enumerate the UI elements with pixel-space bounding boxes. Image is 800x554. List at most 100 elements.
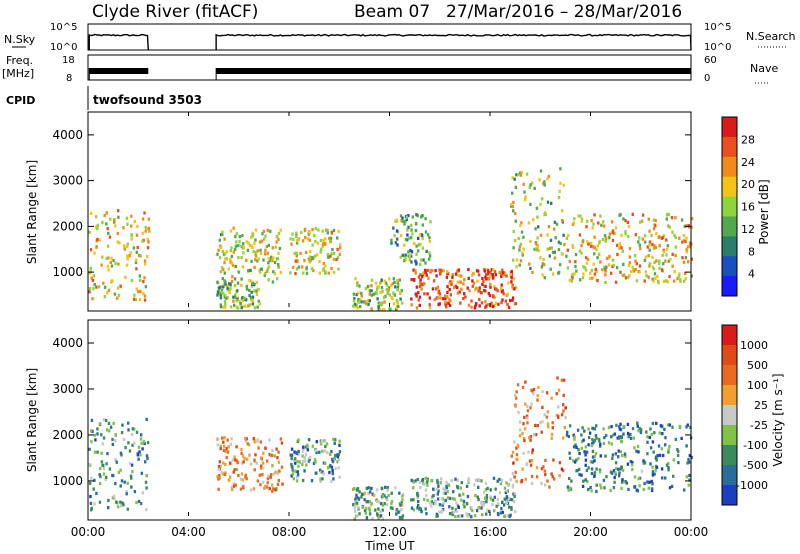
- range-gate-cell: [262, 451, 265, 455]
- range-gate-cell: [629, 433, 632, 437]
- range-gate-cell: [264, 234, 267, 238]
- range-gate-cell: [676, 448, 679, 452]
- range-gate-cell: [314, 227, 317, 231]
- range-gate-cell: [646, 440, 649, 444]
- range-gate-cell: [685, 250, 688, 254]
- range-gate-cell: [533, 186, 536, 190]
- range-gate-cell: [238, 240, 241, 244]
- range-gate-cell: [435, 274, 438, 278]
- range-gate-cell: [416, 494, 420, 498]
- range-gate-cell: [235, 467, 239, 472]
- range-gate-cell: [546, 479, 549, 483]
- range-gate-cell: [501, 510, 504, 514]
- range-gate-cell: [265, 269, 269, 273]
- range-gate-cell: [494, 273, 497, 277]
- range-gate-cell: [239, 477, 243, 481]
- range-gate-cell: [568, 278, 572, 282]
- range-gate-cell: [673, 279, 676, 283]
- range-gate-cell: [476, 495, 479, 499]
- range-gate-cell: [108, 467, 112, 471]
- range-gate-cell: [395, 229, 399, 233]
- range-gate-cell: [319, 238, 323, 243]
- range-gate-cell: [223, 261, 226, 265]
- range-gate-cell: [417, 249, 420, 253]
- range-gate-cell: [428, 303, 431, 307]
- range-gate-cell: [550, 472, 553, 476]
- colorbar-tick-label: 500: [747, 359, 768, 372]
- range-gate-cell: [374, 281, 378, 285]
- range-gate-cell: [509, 272, 512, 277]
- range-gate-cell: [598, 252, 601, 256]
- range-gate-cell: [297, 265, 301, 269]
- range-gate-cell: [142, 440, 146, 444]
- range-gate-cell: [368, 500, 372, 504]
- range-gate-cell: [100, 433, 103, 437]
- range-gate-cell: [626, 422, 630, 426]
- range-gate-cell: [256, 259, 259, 263]
- range-gate-cell: [360, 300, 363, 304]
- range-gate-cell: [98, 238, 101, 242]
- range-gate-cell: [114, 224, 117, 228]
- range-gate-cell: [403, 222, 406, 226]
- range-gate-cell: [90, 418, 94, 422]
- range-gate-cell: [220, 470, 223, 474]
- range-gate-cell: [531, 181, 534, 185]
- range-gate-cell: [647, 486, 650, 490]
- range-gate-cell: [628, 255, 631, 259]
- range-gate-cell: [480, 503, 483, 507]
- range-gate-cell: [108, 235, 112, 239]
- freq-label: Freq.: [6, 54, 33, 67]
- range-gate-cell: [418, 480, 422, 484]
- range-gate-cell: [258, 473, 261, 477]
- range-gate-cell: [233, 247, 237, 251]
- range-gate-cell: [237, 473, 240, 478]
- range-gate-cell: [491, 498, 495, 502]
- range-gate-cell: [492, 294, 495, 298]
- range-gate-cell: [612, 263, 615, 267]
- range-gate-cell: [297, 449, 300, 453]
- range-gate-cell: [112, 494, 116, 498]
- range-gate-cell: [551, 250, 555, 254]
- range-gate-cell: [270, 255, 273, 259]
- range-gate-cell: [481, 276, 484, 280]
- range-gate-cell: [591, 460, 594, 464]
- range-gate-cell: [273, 454, 276, 458]
- range-gate-cell: [387, 286, 391, 290]
- range-gate-cell: [275, 234, 279, 239]
- range-gate-cell: [337, 457, 341, 461]
- range-gate-cell: [585, 261, 588, 265]
- range-gate-cell: [141, 217, 145, 221]
- range-gate-cell: [571, 272, 574, 277]
- range-gate-cell: [330, 230, 333, 234]
- range-gate-cell: [563, 426, 566, 430]
- x-axis-label: Time UT: [364, 539, 415, 553]
- range-gate-cell: [216, 443, 219, 447]
- power-panel-frame: [87, 111, 692, 312]
- range-gate-cell: [260, 464, 263, 468]
- range-gate-cell: [643, 481, 646, 486]
- range-gate-cell: [444, 488, 447, 492]
- range-gate-cell: [279, 228, 282, 232]
- range-gate-cell: [512, 287, 516, 291]
- range-gate-cell: [484, 300, 487, 304]
- range-gate-cell: [267, 243, 270, 247]
- range-gate-cell: [467, 479, 470, 483]
- range-gate-cell: [360, 294, 363, 298]
- range-gate-cell: [241, 461, 244, 465]
- range-gate-cell: [670, 484, 674, 488]
- range-gate-cell: [639, 430, 643, 435]
- range-gate-cell: [446, 272, 449, 276]
- range-gate-cell: [113, 292, 117, 296]
- range-gate-cell: [296, 470, 299, 474]
- range-gate-cell: [88, 290, 91, 294]
- range-gate-cell: [645, 274, 648, 278]
- range-gate-cell: [277, 263, 280, 267]
- range-gate-cell: [96, 427, 99, 431]
- range-gate-cell: [559, 181, 562, 185]
- range-gate-cell: [415, 262, 418, 266]
- range-gate-cell: [294, 259, 297, 263]
- range-gate-cell: [394, 486, 397, 490]
- range-gate-cell: [414, 228, 418, 233]
- range-gate-cell: [437, 289, 441, 293]
- range-gate-cell: [413, 278, 416, 282]
